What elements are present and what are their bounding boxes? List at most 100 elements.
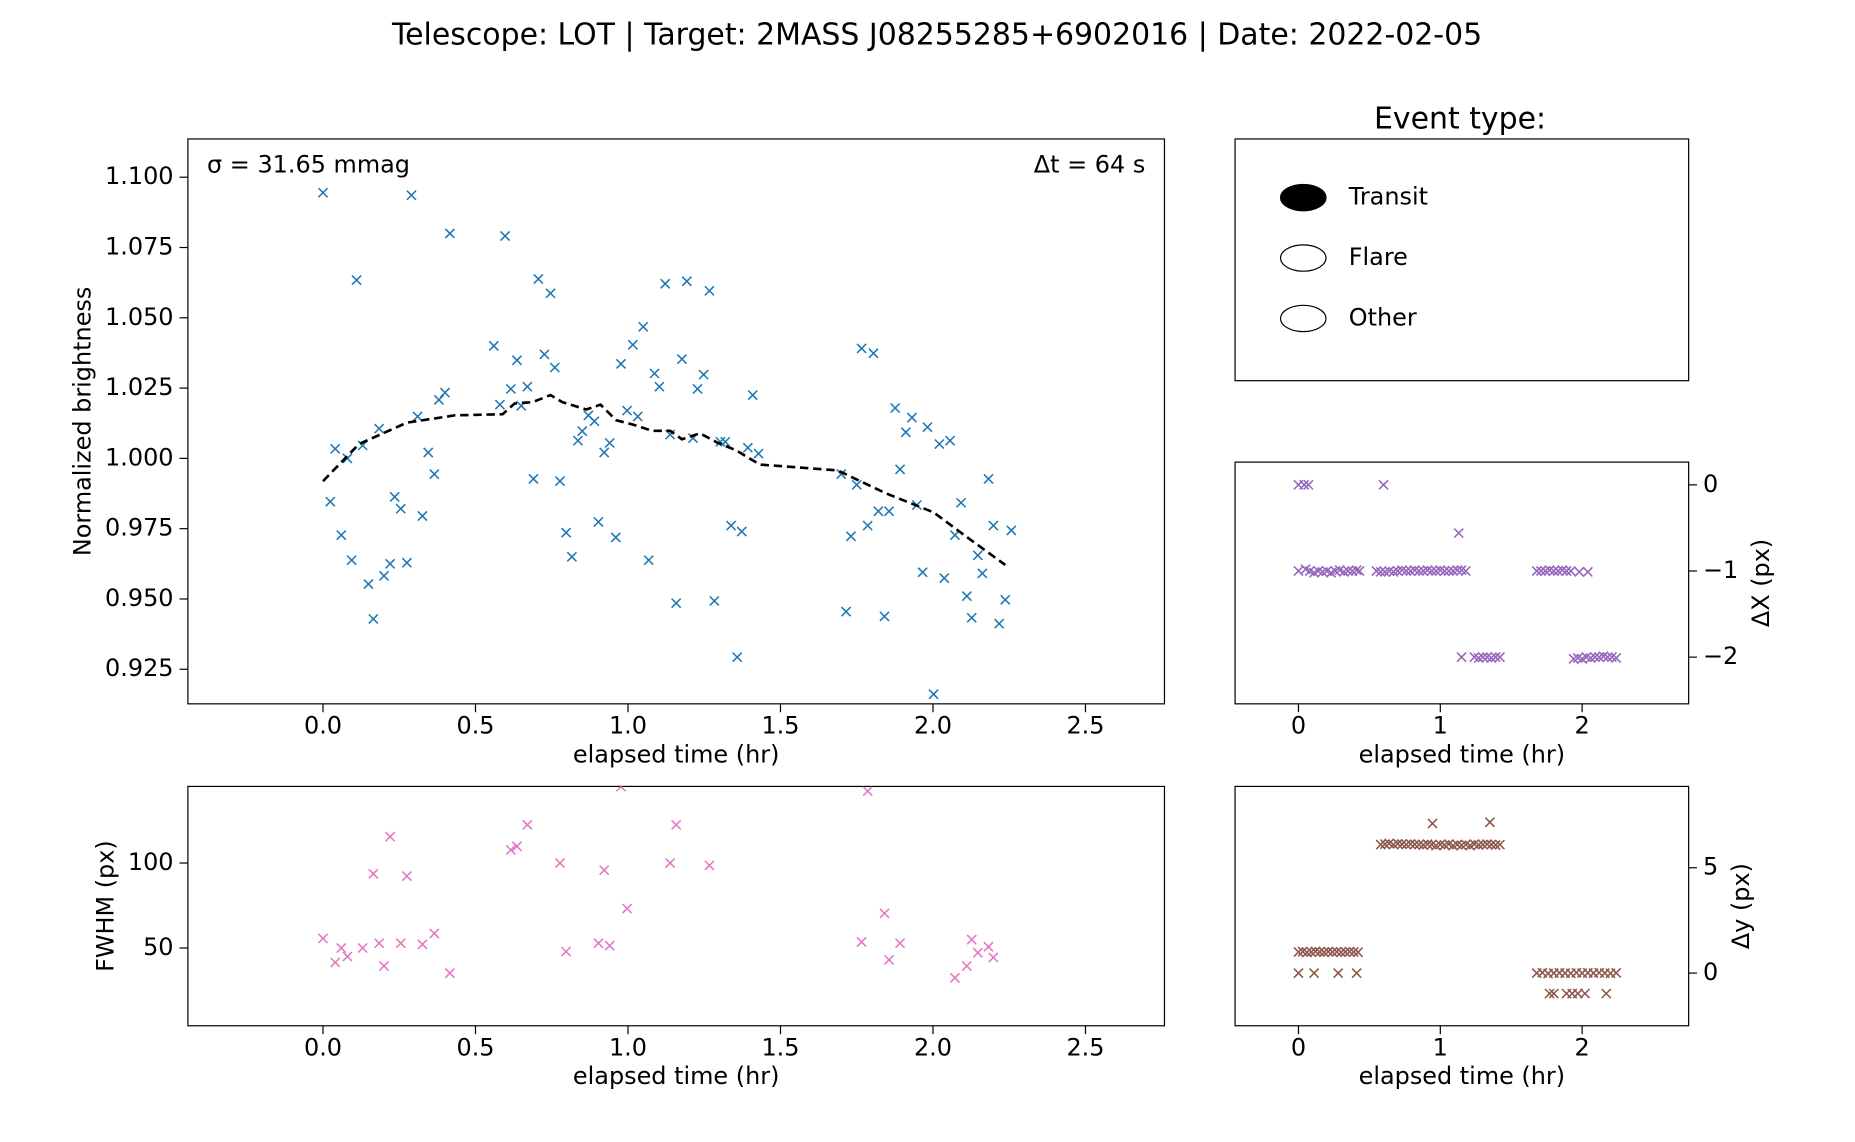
- y-axis-label: FWHM (px): [91, 840, 119, 972]
- data-point: [1439, 565, 1450, 577]
- data-point: [1392, 838, 1403, 849]
- y-tick-label: 50: [143, 933, 173, 961]
- data-point: [627, 339, 638, 350]
- data-point: [385, 831, 396, 842]
- data-point: [1375, 839, 1386, 850]
- plot-area: [1293, 817, 1622, 999]
- plot-frame: [1234, 461, 1690, 705]
- data-point: [378, 570, 390, 582]
- y-tick-label: 0: [1703, 958, 1718, 986]
- data-point: [681, 276, 692, 287]
- x-tick-label: 0.5: [456, 712, 494, 740]
- data-point: [890, 402, 901, 414]
- plot-area: [317, 786, 999, 983]
- data-point: [505, 844, 516, 856]
- legend-marker: [1279, 244, 1327, 272]
- data-point: [856, 936, 867, 948]
- data-point: [1548, 988, 1559, 999]
- data-point: [1331, 946, 1342, 957]
- data-point: [1561, 565, 1572, 577]
- data-point: [336, 942, 347, 954]
- x-tick-label: 1.5: [761, 1034, 799, 1062]
- y-tick-label: 1.025: [105, 373, 173, 401]
- data-point: [1482, 839, 1493, 850]
- plot-frame: [187, 138, 1166, 705]
- legend-marker: [1279, 183, 1327, 212]
- data-point: [406, 190, 417, 201]
- annotation: σ = 31.65 mmag: [207, 150, 410, 178]
- y-axis-label: ΔX (px): [1747, 539, 1775, 627]
- data-point: [1473, 839, 1484, 851]
- data-point: [342, 453, 353, 464]
- data-point: [444, 228, 455, 239]
- data-point: [851, 479, 862, 490]
- data-point: [654, 381, 665, 392]
- x-axis-label: elapsed time (hr): [573, 740, 780, 768]
- data-point: [412, 411, 423, 422]
- data-point: [554, 857, 566, 869]
- data-point: [1490, 839, 1501, 851]
- x-tick-label: 2.5: [1066, 712, 1104, 740]
- data-point: [545, 288, 556, 299]
- data-point: [660, 278, 671, 289]
- data-point: [549, 362, 560, 373]
- data-point: [511, 355, 523, 366]
- data-point: [966, 612, 977, 623]
- data-point: [883, 506, 895, 517]
- y-tick-label: 1.000: [105, 443, 173, 471]
- data-point: [621, 405, 633, 416]
- data-point: [845, 531, 857, 542]
- chart-panel: 0.0 0.5 1.0 1.5 2.0 2.5 50 100 elapsed time (hr)…: [91, 785, 1166, 1090]
- data-point: [528, 473, 539, 485]
- data-point: [1299, 479, 1310, 490]
- data-point: [1303, 479, 1314, 490]
- data-point: [1426, 565, 1437, 577]
- data-point: [1611, 652, 1622, 664]
- data-point: [1340, 946, 1351, 958]
- data-point: [944, 435, 956, 446]
- data-point: [317, 187, 329, 198]
- data-point: [378, 960, 390, 972]
- data-point: [1335, 947, 1347, 958]
- x-tick-label: 2.0: [914, 712, 952, 740]
- y-tick-label: 100: [128, 848, 174, 876]
- data-point: [1452, 565, 1463, 576]
- y-tick-label: 0.950: [105, 584, 173, 612]
- data-point: [1293, 946, 1304, 958]
- legend-label: Flare: [1349, 243, 1408, 271]
- y-tick-label: 0: [1703, 470, 1718, 498]
- x-tick-label: 1.5: [761, 712, 799, 740]
- data-point: [1422, 839, 1433, 850]
- data-point: [374, 423, 385, 434]
- data-point: [1301, 947, 1313, 958]
- data-point: [1409, 839, 1420, 850]
- data-point: [747, 390, 758, 401]
- data-point: [1379, 839, 1391, 850]
- data-point: [336, 530, 347, 541]
- data-point: [1318, 947, 1330, 958]
- data-point: [1477, 839, 1488, 850]
- data-point: [1354, 565, 1365, 577]
- data-point: [1413, 565, 1425, 577]
- data-point: [522, 819, 533, 830]
- data-point: [934, 438, 945, 450]
- data-point: [346, 555, 357, 566]
- data-point: [494, 399, 505, 410]
- legend-marker: [1279, 304, 1327, 333]
- data-point: [1486, 839, 1497, 850]
- data-point: [1589, 652, 1600, 663]
- data-point: [1375, 566, 1386, 577]
- data-point: [671, 598, 682, 609]
- data-point: [342, 951, 353, 962]
- data-point: [1323, 946, 1334, 957]
- data-point: [604, 940, 615, 951]
- data-point: [1435, 839, 1446, 850]
- legend-title: Event type:: [1374, 101, 1546, 136]
- data-point: [395, 503, 406, 514]
- data-point: [1611, 967, 1622, 978]
- data-point: [1477, 652, 1488, 663]
- data-point: [949, 972, 961, 983]
- y-tick-label: 5: [1703, 853, 1718, 881]
